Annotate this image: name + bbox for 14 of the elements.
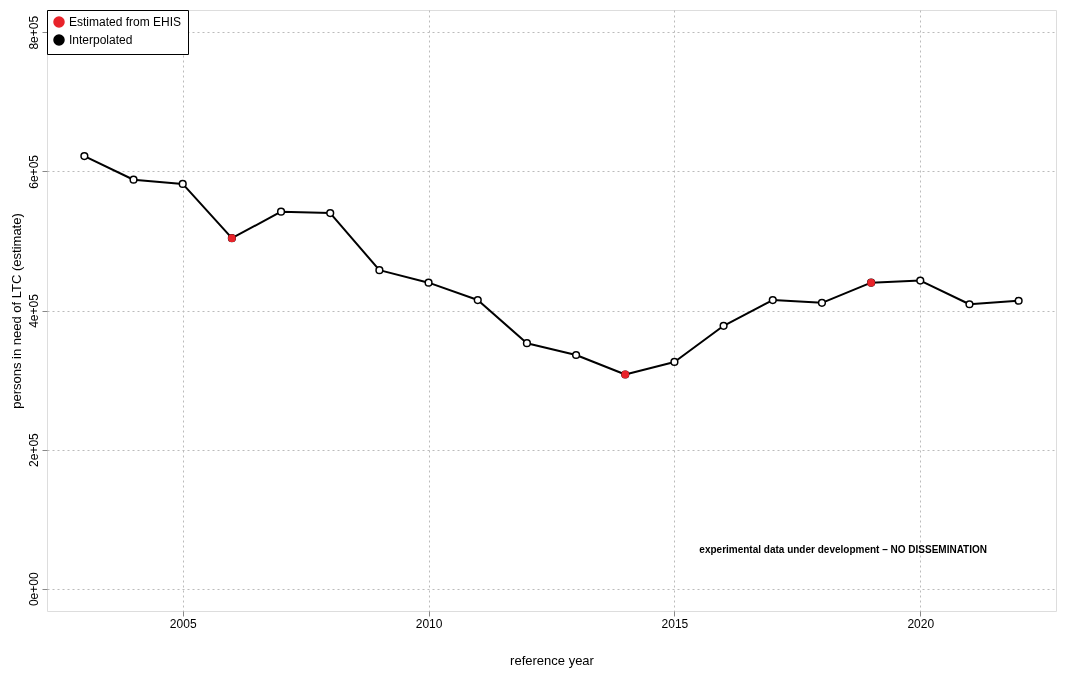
x-tick-label: 2010 (415, 616, 443, 631)
y-tick-label: 2e+05 (26, 432, 41, 467)
annotation: experimental data under development – NO DISSEMINATION (699, 544, 987, 555)
y-axis-title: persons in need of LTC (estimate) (8, 213, 24, 409)
x-tick-label: 2005 (169, 616, 197, 631)
x-tick-label: 2015 (661, 616, 689, 631)
legend-label: Estimated from EHIS (69, 15, 182, 29)
y-tick-label: 6e+05 (26, 154, 41, 189)
y-tick-label: 0e+00 (26, 572, 41, 607)
x-axis-title: reference year (510, 652, 595, 668)
x-tick-label: 2020 (907, 616, 935, 631)
y-tick-label: 4e+05 (26, 293, 41, 328)
legend-label: Interpolated (69, 33, 133, 47)
y-tick-label: 8e+05 (26, 15, 41, 50)
